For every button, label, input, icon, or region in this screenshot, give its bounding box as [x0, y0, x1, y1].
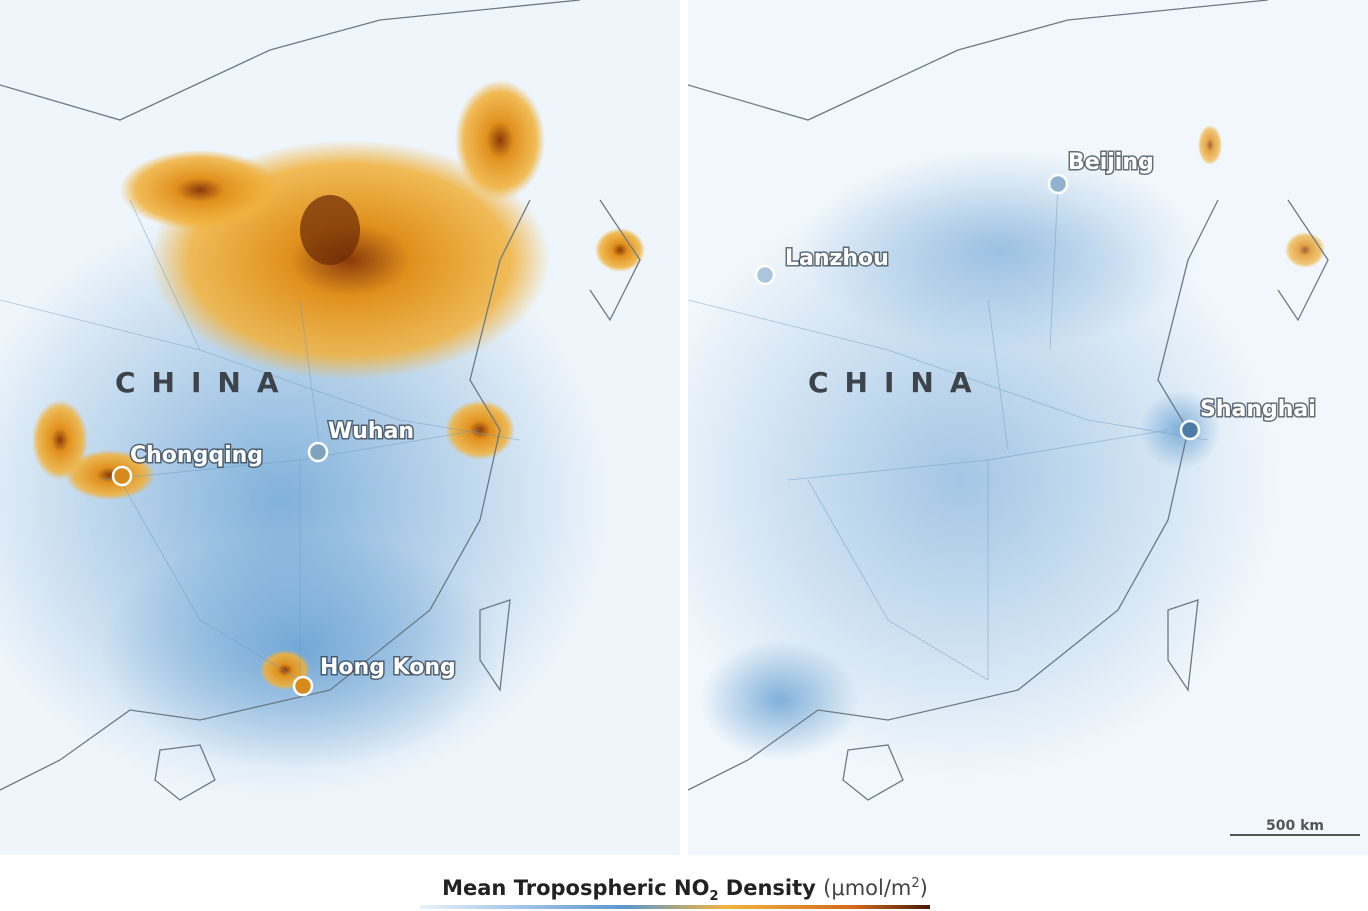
color-bar — [420, 905, 930, 909]
city-marker — [1047, 173, 1069, 195]
map-right: CHINA Lanzhou Beijing Shanghai 500 km — [688, 0, 1368, 855]
city-label: Beijing — [1068, 150, 1154, 175]
city-marker — [754, 264, 776, 286]
map-left: CHINA Chongqing Wuhan Hong Kong — [0, 0, 680, 855]
legend-title-part: 2 — [911, 876, 919, 891]
city-marker — [111, 465, 133, 487]
city-label: Wuhan — [328, 419, 414, 444]
city-label: Hong Kong — [320, 655, 456, 680]
city-marker — [307, 441, 329, 463]
city-label: Shanghai — [1200, 397, 1316, 422]
scale-label: 500 km — [1266, 818, 1324, 834]
city-label: Lanzhou — [785, 246, 889, 271]
city-label: Chongqing — [130, 443, 263, 468]
country-label: CHINA — [115, 366, 295, 399]
legend-title: Mean Tropospheric NO2 Density (μmol/m2) — [442, 876, 928, 904]
country-label: CHINA — [808, 366, 988, 399]
city-marker — [1179, 419, 1201, 441]
legend-title-part: ) — [920, 876, 928, 900]
legend-title-part: Density — [718, 876, 823, 900]
legend-title-part: 2 — [709, 889, 718, 904]
city-marker — [292, 675, 314, 697]
legend-title-part: (μmol/m — [823, 876, 911, 900]
legend-title-part: Mean Tropospheric NO — [442, 876, 709, 900]
